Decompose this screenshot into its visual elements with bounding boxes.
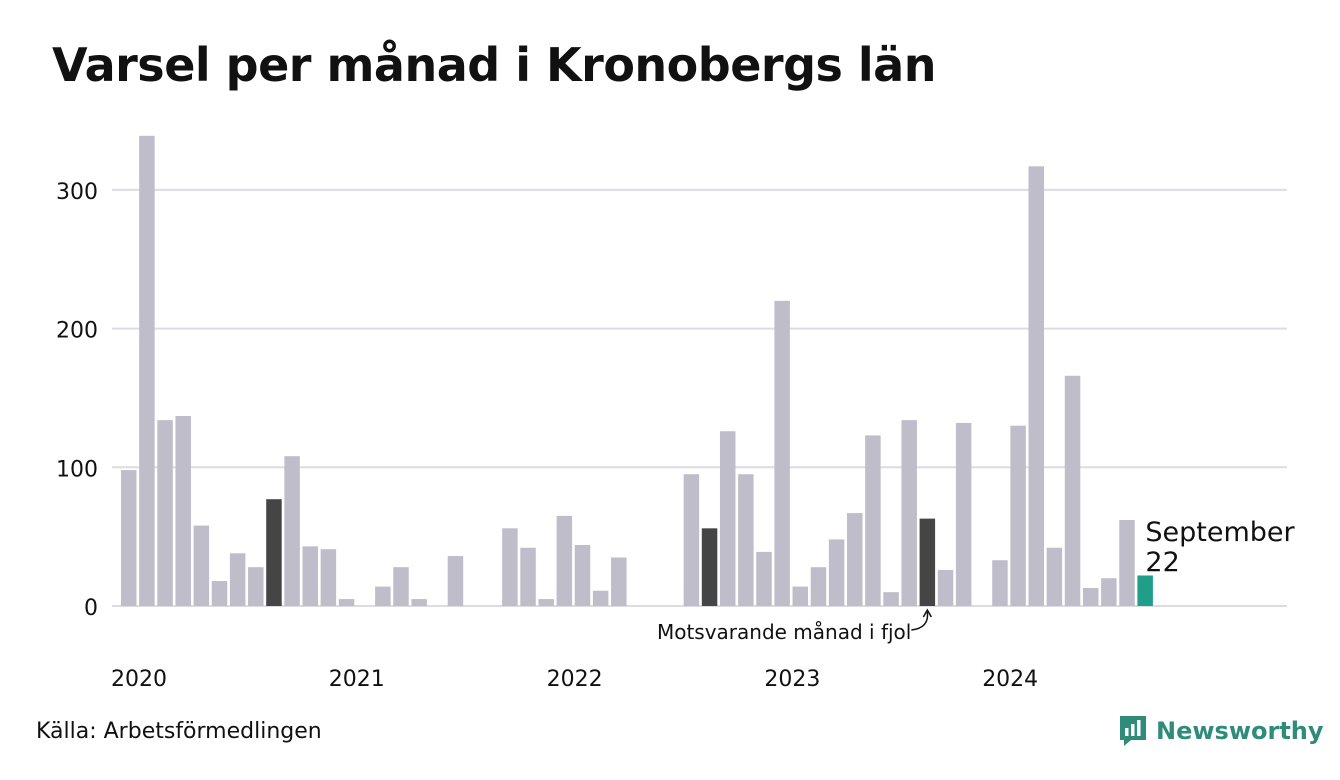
bar-2024-09	[1137, 575, 1153, 606]
bar-2023-05	[847, 513, 863, 606]
bar-2021-04	[393, 567, 409, 606]
brand-name: Newsworthy	[1156, 717, 1324, 745]
bar-2020-05	[193, 525, 210, 606]
current-month-label: September	[1145, 517, 1295, 548]
bar-2021-03	[375, 586, 391, 606]
prev-year-annotation: Motsvarande månad i fjol	[657, 620, 911, 644]
bar-2022-04	[611, 557, 627, 606]
bar-2021-10	[502, 528, 518, 606]
source-note: Källa: Arbetsförmedlingen	[36, 719, 322, 744]
bar-2024-07	[1101, 578, 1117, 606]
bar-2020-03	[157, 420, 173, 606]
bar-2020-07	[229, 553, 246, 606]
bar-2020-02	[139, 135, 155, 606]
bar-2023-09	[919, 518, 936, 606]
bar-2022-11	[738, 474, 754, 606]
bar-2024-05	[1064, 375, 1081, 606]
bar-2024-02	[1010, 425, 1026, 606]
annotation-arrowhead	[922, 608, 933, 618]
brand-logo: Newsworthy	[1118, 714, 1324, 748]
bar-2020-01	[121, 470, 137, 606]
bar-2020-12	[320, 549, 337, 606]
bar-2022-08	[683, 474, 700, 606]
bar-2023-08	[901, 420, 917, 606]
x-tick-label: 2022	[547, 667, 603, 692]
bar-2024-08	[1119, 520, 1135, 606]
bar-2022-02	[574, 544, 591, 606]
x-tick-label: 2024	[982, 667, 1038, 692]
x-axis-ticks: 2020 2021 2022 2023 2024	[111, 667, 1038, 692]
y-tick-label: 100	[56, 457, 98, 482]
bar-2024-01	[992, 560, 1008, 606]
bar-2021-11	[520, 547, 536, 606]
x-tick-label: 2020	[111, 667, 167, 692]
bar-2023-02	[792, 586, 809, 606]
y-axis-ticks: 0 100 200 300	[56, 180, 98, 621]
bar-2021-01	[338, 599, 355, 606]
chart-title: Varsel per månad i Kronobergs län	[52, 38, 936, 92]
current-value-label: 22	[1145, 547, 1179, 578]
bar-2023-07	[883, 592, 899, 606]
bar-2022-12	[756, 551, 772, 606]
bar-2023-04	[828, 539, 845, 606]
annotation-arrow	[911, 611, 929, 631]
bar-2024-04	[1046, 547, 1063, 606]
bar-2021-07	[447, 556, 464, 606]
bar-2023-03	[810, 567, 827, 606]
bar-2022-10	[719, 431, 736, 606]
x-tick-label: 2023	[764, 667, 820, 692]
bar-2021-12	[538, 599, 554, 606]
x-tick-label: 2021	[329, 667, 385, 692]
bar-2020-08	[248, 567, 264, 606]
bar-2020-10	[284, 456, 300, 606]
bar-2021-05	[411, 599, 427, 606]
bar-2023-11	[955, 422, 972, 606]
y-tick-label: 0	[84, 596, 98, 621]
y-tick-label: 300	[56, 180, 98, 205]
y-tick-label: 200	[56, 319, 98, 344]
bar-2022-09	[701, 528, 718, 606]
bars	[121, 135, 1153, 607]
bar-2023-01	[774, 300, 790, 606]
bar-2022-03	[592, 590, 609, 606]
bar-2020-11	[302, 546, 318, 606]
bar-2023-10	[937, 569, 954, 606]
bar-2022-01	[556, 515, 573, 606]
bar-2024-06	[1082, 587, 1099, 606]
bar-2020-06	[211, 581, 228, 606]
newsworthy-logo-icon	[1120, 716, 1146, 746]
bar-2024-03	[1028, 166, 1044, 607]
bar-2020-04	[175, 415, 191, 606]
bar-2023-06	[865, 435, 881, 606]
bar-2020-09	[266, 499, 282, 606]
